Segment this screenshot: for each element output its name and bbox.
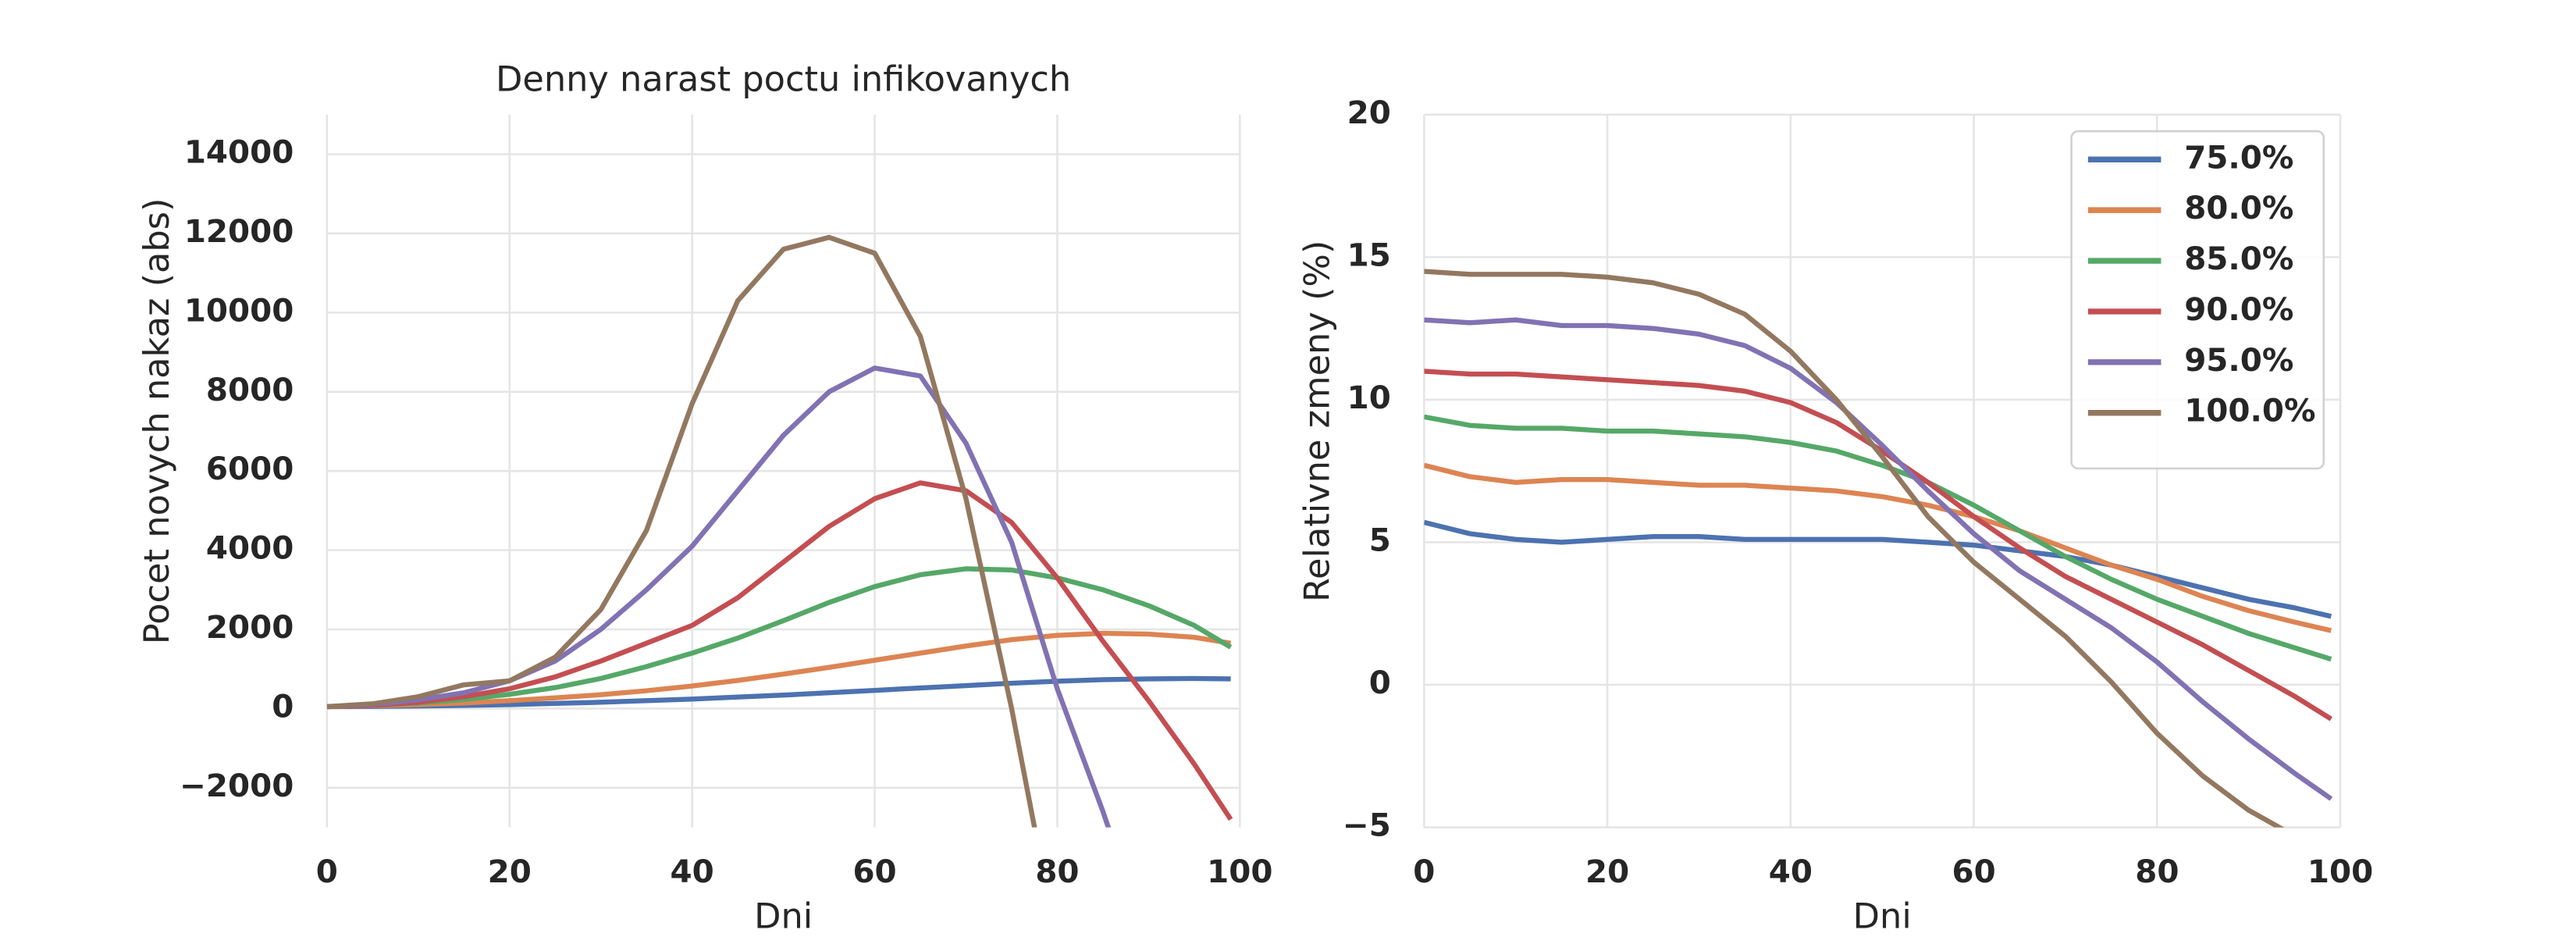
series-line	[326, 675, 1231, 710]
y-tick-label: 0	[272, 687, 294, 725]
series-line	[1424, 369, 2333, 721]
x-tick-label: 100	[1207, 853, 1272, 890]
y-tick-label: 2000	[206, 608, 294, 646]
series-line	[1424, 462, 2332, 633]
y-tick-label: 10	[1347, 379, 1391, 416]
x-tick-label: 40	[1769, 853, 1813, 890]
series-line	[326, 234, 1037, 828]
series-line	[1424, 269, 2285, 828]
y-axis-label: Relativne zmeny (%)	[1297, 240, 1337, 602]
series-line	[1424, 317, 2333, 801]
x-tick-label: 40	[671, 853, 714, 890]
y-tick-label: 15	[1347, 236, 1391, 273]
y-axis-label: Pocet novych nakaz (abs)	[137, 198, 177, 645]
x-axis-label: Dni	[1853, 896, 1912, 937]
legend-label: 75.0%	[2184, 138, 2293, 176]
series-line	[1424, 414, 2332, 662]
x-tick-label: 20	[1585, 853, 1629, 890]
x-tick-label: 20	[488, 853, 532, 890]
series-line	[326, 566, 1233, 710]
y-tick-label: 20	[1347, 94, 1391, 131]
x-tick-label: 60	[852, 853, 896, 890]
legend-label: 80.0%	[2184, 189, 2293, 226]
x-tick-label: 80	[2135, 853, 2179, 890]
y-tick-label: 14000	[184, 134, 294, 171]
legend-label: 100.0%	[2184, 392, 2315, 429]
legend-label: 95.0%	[2184, 341, 2293, 379]
x-tick-label: 60	[1952, 853, 1995, 890]
y-tick-label: 8000	[206, 371, 294, 408]
y-tick-label: −2000	[180, 767, 294, 804]
series-line	[1424, 519, 2332, 619]
plot-area	[1424, 269, 2333, 828]
plot-area	[326, 234, 1233, 828]
y-tick-label: 10000	[184, 291, 294, 329]
x-tick-label: 0	[316, 853, 338, 890]
series-line	[326, 630, 1232, 710]
y-tick-label: 6000	[206, 450, 294, 487]
y-tick-label: −5	[1343, 807, 1391, 844]
y-tick-label: 0	[1369, 664, 1391, 701]
y-tick-label: 5	[1369, 521, 1391, 558]
x-tick-label: 100	[2307, 853, 2373, 890]
legend-label: 85.0%	[2184, 240, 2293, 277]
series-line	[326, 365, 1112, 828]
series-line	[326, 480, 1233, 821]
chart-title: Denny narast poctu infikovanych	[496, 59, 1071, 99]
legend-label: 90.0%	[2184, 290, 2293, 328]
y-tick-label: 12000	[184, 212, 294, 250]
y-tick-label: 4000	[206, 529, 294, 567]
legend-box	[2070, 130, 2325, 470]
x-tick-label: 80	[1035, 853, 1079, 890]
x-axis-label: Dni	[754, 896, 813, 937]
x-tick-label: 0	[1413, 853, 1435, 890]
